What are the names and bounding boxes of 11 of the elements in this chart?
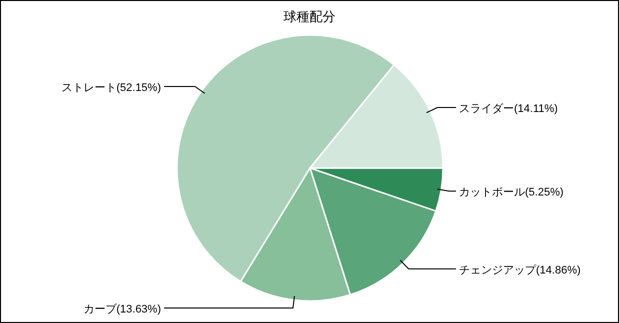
data-label: (14.86%) xyxy=(536,264,581,276)
slice-label: カットボール xyxy=(459,186,525,199)
data-label: (5.25%) xyxy=(525,186,564,199)
slice-label: スライダー xyxy=(459,103,514,116)
data-label: (52.15%) xyxy=(116,82,161,94)
data-label: (14.11%) xyxy=(514,103,558,116)
chart-title: 球種配分 xyxy=(284,9,336,24)
slice-label: チェンジアップ xyxy=(459,263,537,276)
data-label: (13.63%) xyxy=(116,303,161,316)
slice-label: カーブ xyxy=(83,302,118,316)
slice-label: ストレート xyxy=(61,82,116,94)
